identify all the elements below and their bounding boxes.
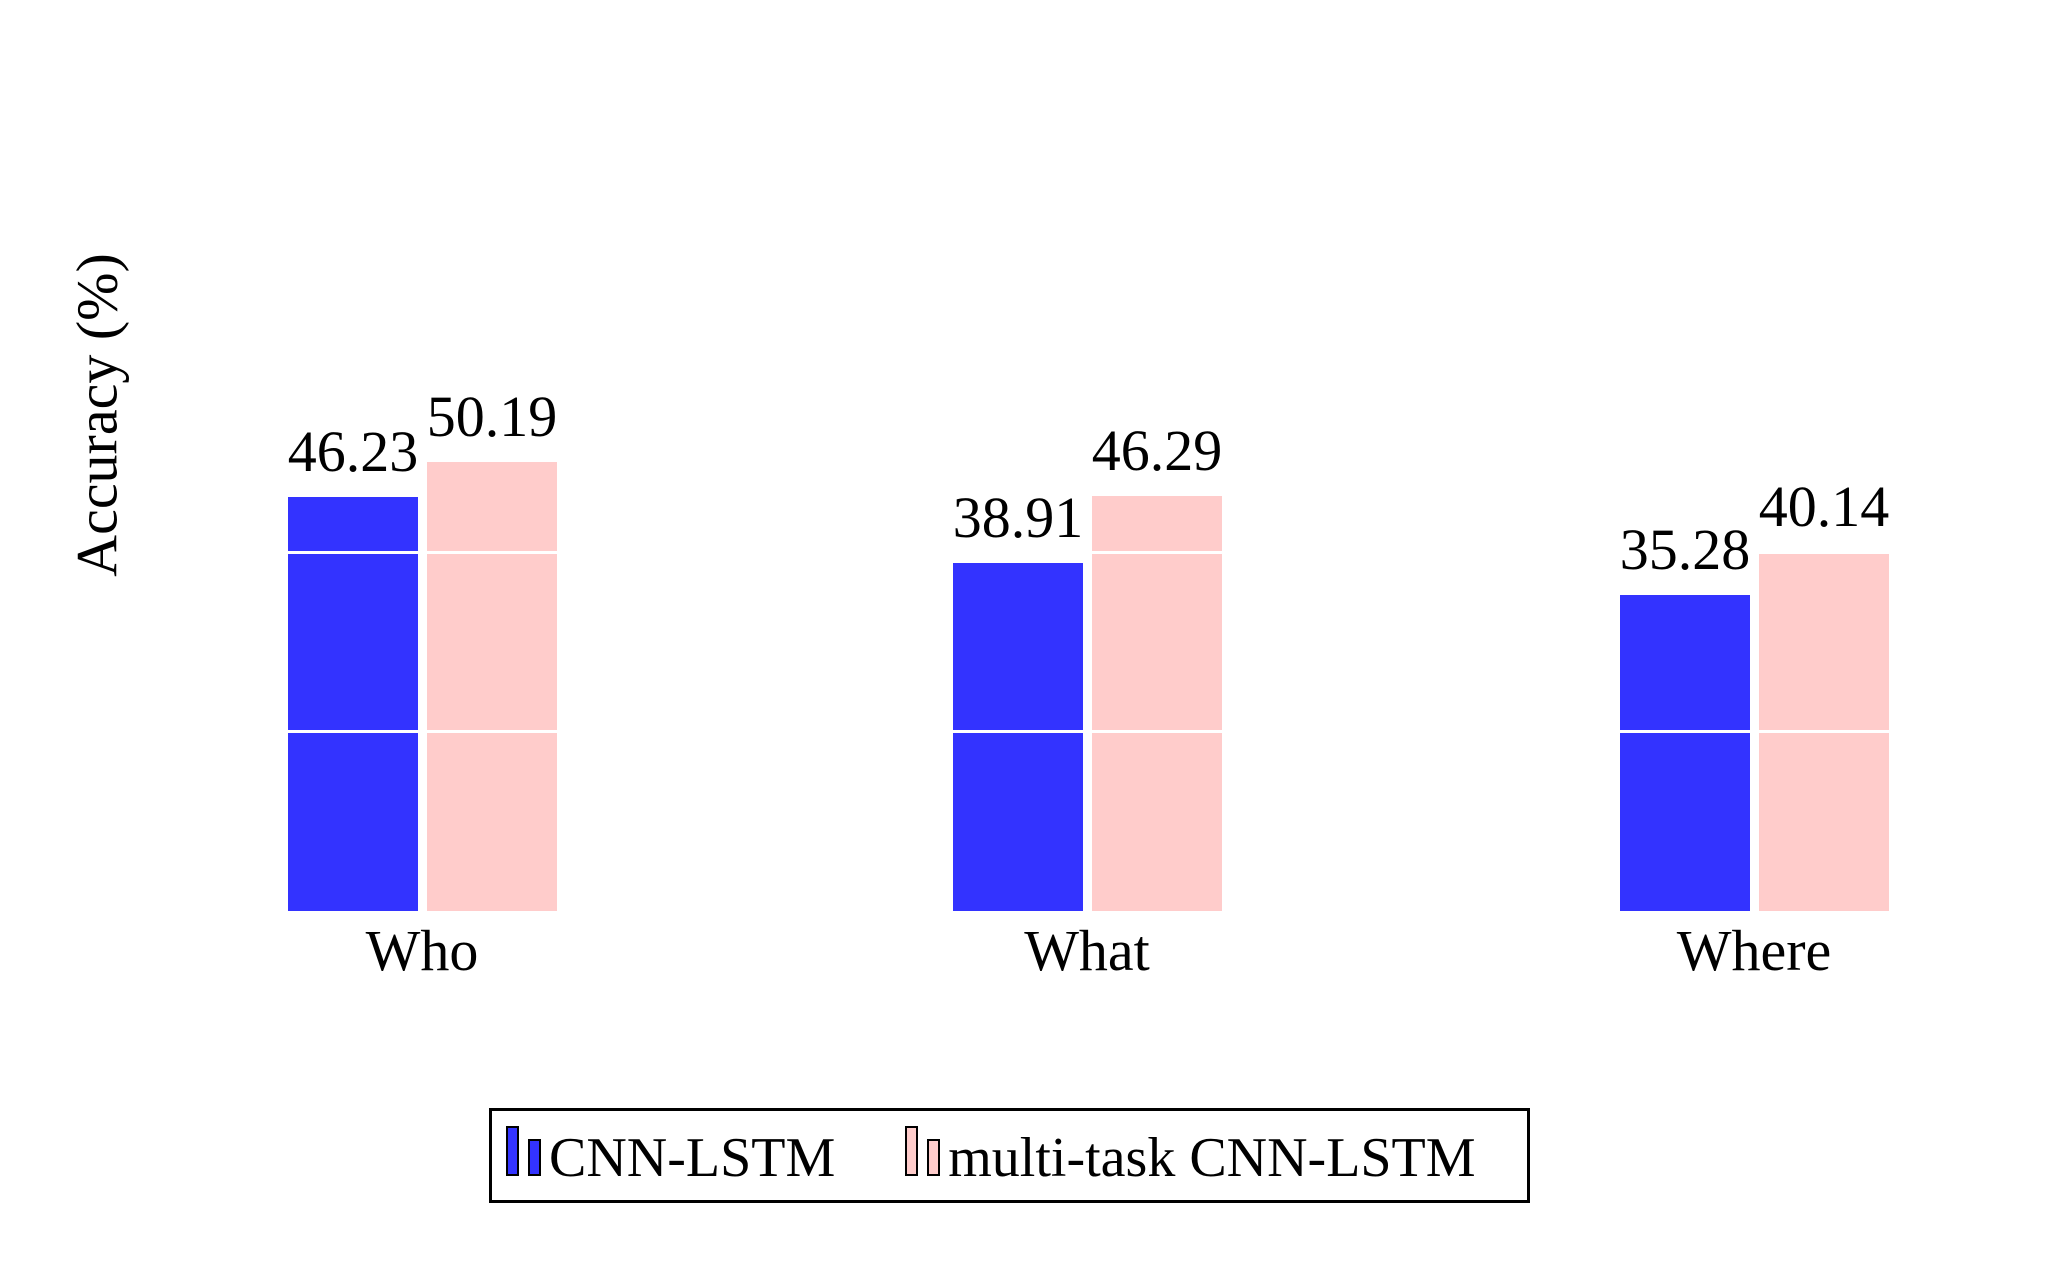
plot-area: 46.23 50.19 Who 38.91 46.29 What 35.28 40.14 Whe…	[250, 384, 1930, 980]
legend-swatch-icon	[528, 1139, 541, 1176]
legend-swatch-icon	[927, 1139, 941, 1176]
value-label-where-series-1: 40.14	[1758, 474, 1890, 539]
value-label-where-series-0: 35.28	[1619, 517, 1751, 582]
category-label-what: What	[1024, 918, 1150, 983]
legend-label-1: multi-task CNN-LSTM	[948, 1127, 1476, 1189]
bar-what-series-0	[953, 563, 1083, 911]
legend-entry-0: CNN-LSTM	[506, 1120, 835, 1186]
legend-swatch-icon	[905, 1126, 919, 1176]
value-label-what-series-0: 38.91	[952, 485, 1084, 550]
gridline-40	[250, 551, 1930, 554]
value-label-who-series-0: 46.23	[287, 419, 419, 484]
value-label-what-series-1: 46.29	[1091, 418, 1223, 483]
legend-label-0: CNN-LSTM	[549, 1127, 836, 1189]
bar-who-series-0	[288, 497, 418, 911]
bar-who-series-1	[427, 462, 557, 911]
category-label-where: Where	[1676, 918, 1832, 983]
legend-swatch-icon	[506, 1126, 519, 1176]
gridline-20	[250, 730, 1930, 733]
bar-what-series-1	[1092, 496, 1222, 911]
bar-where-series-0	[1620, 595, 1750, 911]
value-label-who-series-1: 50.19	[426, 384, 558, 449]
legend-entry-1: multi-task CNN-LSTM	[905, 1120, 1476, 1186]
legend: CNN-LSTM multi-task CNN-LSTM	[489, 1108, 1530, 1203]
category-label-who: Who	[365, 918, 479, 983]
